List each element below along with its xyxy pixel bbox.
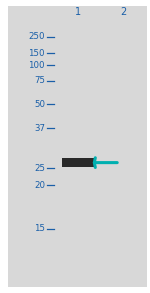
Text: 25: 25 (34, 164, 45, 173)
Text: 37: 37 (34, 124, 45, 133)
Text: 20: 20 (34, 181, 45, 190)
Text: 75: 75 (34, 76, 45, 85)
Text: 250: 250 (28, 32, 45, 41)
Text: 2: 2 (120, 7, 126, 17)
Text: 100: 100 (28, 61, 45, 69)
FancyBboxPatch shape (61, 158, 94, 167)
FancyBboxPatch shape (8, 6, 147, 287)
Text: 15: 15 (34, 224, 45, 233)
Text: 150: 150 (28, 49, 45, 58)
Text: 1: 1 (75, 7, 81, 17)
Text: 50: 50 (34, 100, 45, 108)
